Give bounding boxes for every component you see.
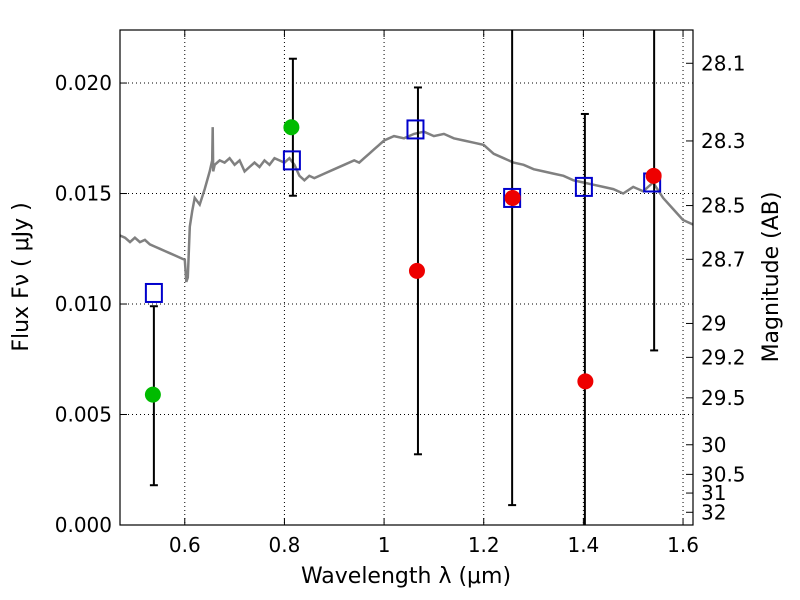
- blue-square-point: [144, 282, 163, 303]
- mag-tick-label: 32: [701, 500, 726, 524]
- red-point: [408, 262, 425, 279]
- x-tick-label: 1.2: [468, 533, 500, 557]
- mag-tick-label: 28.5: [701, 194, 746, 218]
- x-tick-label: 0.6: [169, 533, 201, 557]
- blue-square-point: [574, 176, 593, 197]
- y-tick-label: 0.020: [55, 71, 112, 95]
- y-tick-label: 0.015: [55, 182, 112, 206]
- blue-square-point: [282, 150, 301, 171]
- error-bars-group: [149, 30, 659, 525]
- x-tick-label: 1.4: [567, 533, 599, 557]
- model-spectrum-line: [120, 127, 693, 283]
- x-tick-label: 0.8: [269, 533, 301, 557]
- mag-tick-label: 29: [701, 311, 726, 335]
- red-point: [504, 189, 521, 206]
- mag-tick-label: 28.7: [701, 247, 746, 271]
- mag-tick-label: 30.5: [701, 462, 746, 486]
- x-axis-title: Wavelength λ (μm): [301, 564, 511, 589]
- mag-tick-label: 28.1: [701, 51, 746, 75]
- y-tick-label: 0.000: [55, 513, 112, 537]
- mag-tick-label: 29.2: [701, 345, 746, 369]
- y2-axis-title: Magnitude (AB): [759, 192, 784, 363]
- y-tick-label: 0.005: [55, 403, 112, 427]
- blue-square-point: [406, 119, 425, 140]
- mag-tick-label: 30: [701, 433, 726, 457]
- plot-frame: [119, 29, 694, 526]
- y-axis-title: Flux Fν ( μJy ): [9, 202, 34, 351]
- red-point: [645, 167, 662, 184]
- mag-tick-label: 31: [701, 481, 726, 505]
- x-tick-label: 1: [378, 533, 391, 557]
- tick-labels-group: 0.6 0.8 1 1.2 1.4 1.6 0.000 0.005 0.010 0.015 0.02…: [55, 51, 746, 557]
- green-point: [144, 386, 161, 403]
- green-point: [283, 119, 300, 136]
- axes-group: [119, 29, 694, 526]
- mag-tick-label: 28.3: [701, 129, 746, 153]
- x-tick-label: 1.6: [667, 533, 699, 557]
- model-spectrum-group: [120, 127, 693, 283]
- grid-lines: [120, 30, 693, 526]
- mag-tick-label: 29.5: [701, 386, 746, 410]
- y-tick-label: 0.010: [55, 292, 112, 316]
- data-points-group: [144, 119, 662, 403]
- red-point: [577, 373, 594, 390]
